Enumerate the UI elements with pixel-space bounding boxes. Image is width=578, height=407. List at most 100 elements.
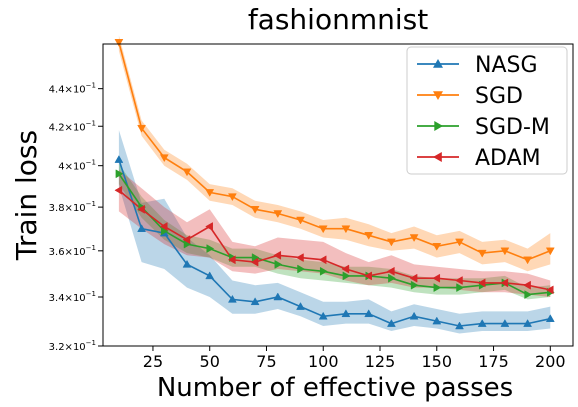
point-nasg-100 [318,311,328,320]
point-sgd-160 [455,238,464,247]
x-tick-label-100: 100 [308,352,339,371]
legend-marker-adam [433,152,442,162]
point-sgd-m-100 [319,266,328,276]
point-adam-80 [273,250,282,260]
point-nasg-70 [250,297,260,306]
x-tick-label-175: 175 [478,352,509,371]
point-nasg-120 [364,309,374,318]
point-sgd-120 [364,232,374,240]
point-nasg-10 [114,155,124,163]
y-tick-label-3: 3.8×10−1 [49,200,96,214]
point-adam-170 [477,278,486,288]
point-sgd-m-10 [115,169,124,179]
x-tick-label-25: 25 [143,352,163,371]
point-sgd-m-90 [297,264,306,274]
line-nasg [118,159,551,327]
point-sgd-130 [386,238,396,247]
legend-label-sgd-m: SGD-M [475,115,550,140]
y-tick-label-4: 4×10−1 [58,159,96,173]
point-adam-150 [432,273,441,283]
y-axis-ticks: 3.2×10−1 3.4×10−1 3.6×10−1 3.8×10−1 4×10−1 4.… [49,82,103,353]
point-adam-130 [386,266,395,276]
legend-label-sgd: SGD [475,84,523,109]
y-tick-label-1: 3.4×10−1 [49,290,96,304]
point-sgd-100 [318,225,328,234]
point-nasg-180 [500,319,510,327]
legend-marker-nasg [433,59,443,68]
plot-frame [102,43,574,347]
x-tick-label-75: 75 [256,352,276,371]
point-sgd-m-50 [206,244,215,254]
point-adam-200 [545,285,554,295]
point-nasg-190 [523,319,533,327]
point-adam-110 [341,264,350,274]
point-sgd-70 [250,206,260,214]
point-sgd-m-190 [524,290,533,300]
point-adam-30 [159,222,168,231]
point-adam-190 [523,280,531,290]
x-tick-label-125: 125 [365,352,396,371]
point-nasg-20 [137,224,147,232]
point-nasg-170 [477,319,487,327]
y-tick-label-6: 4.4×10−1 [49,82,96,96]
point-sgd-10 [114,39,124,47]
x-axis-label: Number of effective passes [157,373,513,403]
point-adam-90 [295,253,304,263]
y-tick-label-5: 4.2×10−1 [49,119,96,133]
band-nasg [118,130,551,334]
point-sgd-190 [523,256,533,265]
point-sgd-m-80 [274,259,283,269]
point-nasg-40 [182,259,192,268]
line-sgd [118,42,551,261]
point-sgd-m-160 [456,283,465,293]
point-nasg-150 [432,316,442,325]
point-sgd-90 [296,216,305,225]
band-adam [118,169,551,297]
point-adam-140 [409,273,418,283]
point-nasg-60 [227,294,237,303]
legend-marker-sgd-m [434,121,443,131]
legend-marker-sgd [433,91,443,100]
legend: NASG SGD SGD-M ADAM [406,46,568,175]
point-sgd-m-140 [410,280,419,290]
point-sgd-150 [432,243,442,251]
point-adam-40 [182,235,191,245]
series-markers [114,39,555,330]
point-sgd-50 [205,189,215,197]
point-sgd-200 [545,247,555,256]
point-adam-20 [137,204,145,214]
point-adam-60 [227,255,236,265]
point-sgd-30 [159,154,169,163]
point-nasg-50 [205,271,215,280]
point-adam-180 [500,278,509,288]
point-sgd-m-110 [342,271,351,281]
point-sgd-140 [409,234,419,243]
point-sgd-60 [227,193,237,202]
point-sgd-110 [341,225,351,234]
point-sgd-m-130 [388,273,396,283]
y-axis-label: Train loss [10,130,43,261]
x-tick-label-50: 50 [200,352,220,371]
point-nasg-140 [409,311,419,320]
x-axis-ticks: 25 50 75 100 125 150 175 200 [143,346,566,371]
point-adam-50 [205,222,213,231]
point-nasg-110 [341,309,351,318]
legend-label-adam: ADAM [475,146,541,171]
y-tick-label-0: 3.2×10−1 [49,339,96,353]
point-adam-10 [114,185,123,195]
point-nasg-160 [455,321,464,330]
point-adam-100 [318,255,327,265]
point-sgd-20 [137,124,147,133]
point-nasg-200 [545,314,555,322]
x-tick-label-200: 200 [535,352,566,371]
x-tick-label-150: 150 [421,352,452,371]
point-sgd-m-150 [433,283,442,293]
point-sgd-40 [182,168,192,177]
legend-label-nasg: NASG [475,53,538,78]
point-nasg-80 [273,292,283,301]
point-nasg-90 [296,302,305,310]
point-sgd-170 [477,249,487,258]
chart-title: fashionmnist [248,3,428,36]
